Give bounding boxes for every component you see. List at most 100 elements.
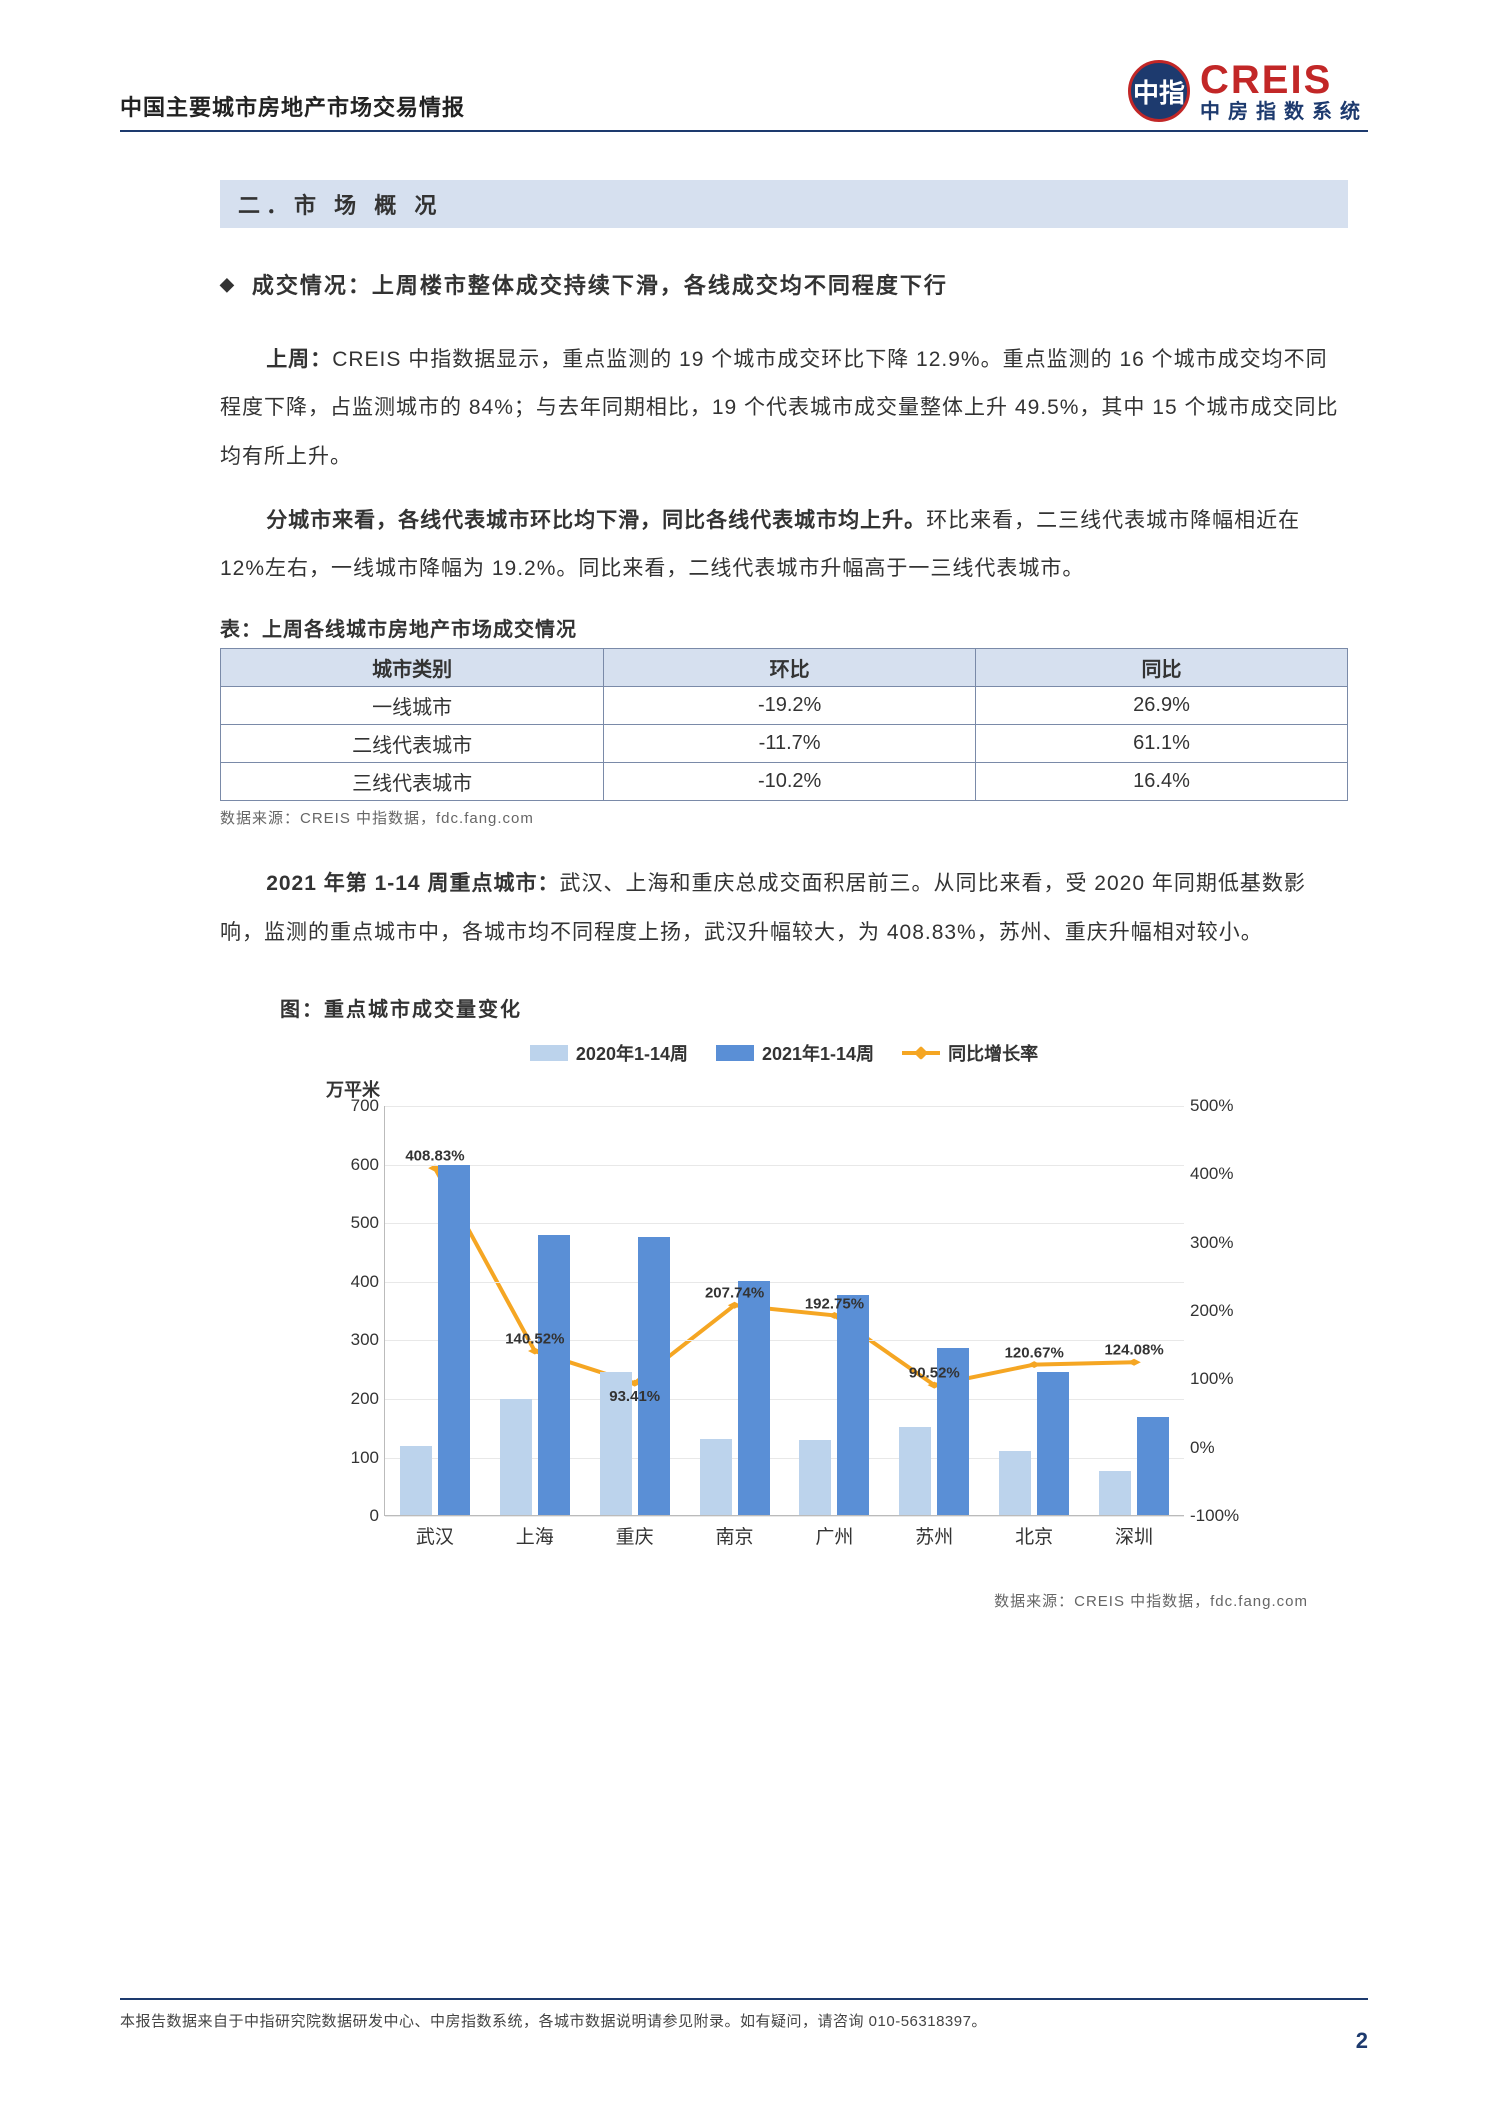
line-point-label: 207.74% — [705, 1285, 764, 1302]
table-row: 三线代表城市-10.2%16.4% — [221, 763, 1348, 801]
sub-heading-text: 成交情况：上周楼市整体成交持续下滑，各线成交均不同程度下行 — [252, 268, 948, 300]
line-point-label: 140.52% — [505, 1331, 564, 1348]
x-label: 武汉 — [416, 1522, 454, 1549]
gridline — [385, 1106, 1184, 1107]
bar-group — [400, 1165, 470, 1515]
table-cell: 26.9% — [976, 687, 1348, 725]
section-heading: 二．市 场 概 况 — [220, 180, 1348, 228]
bar-2021 — [1137, 1417, 1169, 1515]
table-cell: -19.2% — [604, 687, 976, 725]
legend-s1-swatch-icon — [530, 1045, 568, 1061]
th-category: 城市类别 — [221, 649, 604, 687]
bar-2020 — [799, 1440, 831, 1515]
page-header: 中国主要城市房地产市场交易情报 中指 CREIS 中房指数系统 — [120, 60, 1368, 132]
th-yoy: 同比 — [976, 649, 1348, 687]
line-point-label: 124.08% — [1104, 1342, 1163, 1359]
table-cell: 一线城市 — [221, 687, 604, 725]
p1-rest: CREIS 中指数据显示，重点监测的 19 个城市成交环比下降 12.9%。重点… — [220, 348, 1338, 468]
bar-group — [1099, 1417, 1169, 1515]
figure-title: 图：重点城市成交量变化 — [280, 993, 1348, 1022]
table-cell: 61.1% — [976, 725, 1348, 763]
x-label: 北京 — [1015, 1522, 1053, 1549]
logo-sub: 中房指数系统 — [1200, 102, 1368, 122]
line-point-label: 192.75% — [805, 1295, 864, 1312]
chart-container: 2020年1-14周 2021年1-14周 同比增长率 万平米 01002003… — [314, 1040, 1254, 1566]
y-tick-left: 700 — [335, 1096, 379, 1116]
x-label: 广州 — [815, 1522, 853, 1549]
x-label: 南京 — [716, 1522, 754, 1549]
y-tick-left: 500 — [335, 1213, 379, 1233]
y-axis-left-title: 万平米 — [326, 1076, 1254, 1102]
y-tick-left: 400 — [335, 1272, 379, 1292]
page-number: 2 — [1356, 2028, 1368, 2054]
plot-area: 0100200300400500600700-100%0%100%200%300… — [384, 1106, 1184, 1516]
gridline — [385, 1165, 1184, 1166]
table-cell: 三线代表城市 — [221, 763, 604, 801]
bar-2021 — [438, 1165, 470, 1515]
legend-s2: 2021年1-14周 — [716, 1040, 874, 1066]
legend-s2-swatch-icon — [716, 1045, 754, 1061]
p3-bold: 2021 年第 1-14 周重点城市： — [266, 872, 559, 895]
bar-2021 — [1037, 1372, 1069, 1516]
y-tick-left: 0 — [335, 1506, 379, 1526]
bar-2020 — [1099, 1471, 1131, 1515]
table-cell: 二线代表城市 — [221, 725, 604, 763]
table-cell: -10.2% — [604, 763, 976, 801]
y-tick-right: 300% — [1190, 1233, 1254, 1253]
chart: 0100200300400500600700-100%0%100%200%300… — [314, 1106, 1254, 1566]
bar-group — [799, 1295, 869, 1515]
city-tier-table: 城市类别 环比 同比 一线城市-19.2%26.9%二线代表城市-11.7%61… — [220, 648, 1348, 801]
th-mom: 环比 — [604, 649, 976, 687]
logo-main: CREIS — [1200, 60, 1368, 100]
chart-legend: 2020年1-14周 2021年1-14周 同比增长率 — [314, 1040, 1254, 1066]
y-tick-right: 0% — [1190, 1438, 1254, 1458]
table-row: 二线代表城市-11.7%61.1% — [221, 725, 1348, 763]
paragraph-2: 分城市来看，各线代表城市环比均下滑，同比各线代表城市均上升。环比来看，二三线代表… — [220, 497, 1348, 594]
y-tick-left: 600 — [335, 1155, 379, 1175]
table-cell: -11.7% — [604, 725, 976, 763]
x-label: 重庆 — [616, 1522, 654, 1549]
y-tick-left: 300 — [335, 1330, 379, 1350]
bar-2021 — [638, 1237, 670, 1515]
p1-bold: 上周： — [266, 348, 332, 371]
header-title: 中国主要城市房地产市场交易情报 — [120, 90, 465, 122]
x-label: 深圳 — [1115, 1522, 1153, 1549]
bar-2021 — [738, 1281, 770, 1515]
bar-2020 — [999, 1451, 1031, 1515]
gridline — [385, 1223, 1184, 1224]
table-source: 数据来源：CREIS 中指数据，fdc.fang.com — [220, 807, 1348, 828]
y-tick-right: -100% — [1190, 1506, 1254, 1526]
footer-text: 本报告数据来自于中指研究院数据研发中心、中房指数系统，各城市数据说明请参见附录。… — [120, 2010, 987, 2031]
bar-group — [700, 1281, 770, 1515]
bar-2020 — [400, 1446, 432, 1515]
logo-badge-icon: 中指 — [1128, 60, 1190, 122]
chart-source: 数据来源：CREIS 中指数据，fdc.fang.com — [220, 1590, 1308, 1611]
y-tick-right: 200% — [1190, 1301, 1254, 1321]
line-point-label: 408.83% — [405, 1148, 464, 1165]
table-cell: 16.4% — [976, 763, 1348, 801]
gridline — [385, 1516, 1184, 1517]
paragraph-3: 2021 年第 1-14 周重点城市：武汉、上海和重庆总成交面积居前三。从同比来… — [220, 860, 1348, 957]
bar-2020 — [899, 1427, 931, 1515]
y-tick-right: 400% — [1190, 1164, 1254, 1184]
sub-heading: ◆ 成交情况：上周楼市整体成交持续下滑，各线成交均不同程度下行 — [220, 268, 1348, 300]
x-label: 苏州 — [915, 1522, 953, 1549]
x-label: 上海 — [516, 1522, 554, 1549]
p2-bold: 分城市来看，各线代表城市环比均下滑，同比各线代表城市均上升。 — [266, 509, 926, 532]
content: 二．市 场 概 况 ◆ 成交情况：上周楼市整体成交持续下滑，各线成交均不同程度下… — [220, 180, 1348, 1611]
legend-line-label: 同比增长率 — [948, 1040, 1038, 1066]
bar-2021 — [538, 1235, 570, 1515]
bullet-diamond-icon: ◆ — [220, 274, 236, 295]
y-tick-left: 100 — [335, 1448, 379, 1468]
y-tick-left: 200 — [335, 1389, 379, 1409]
line-point-label: 93.41% — [609, 1388, 660, 1405]
line-point-label: 120.67% — [1005, 1344, 1064, 1361]
table-title: 表：上周各线城市房地产市场成交情况 — [220, 613, 1348, 642]
bar-group — [600, 1237, 670, 1515]
legend-s1-label: 2020年1-14周 — [576, 1040, 688, 1066]
bar-group — [500, 1235, 570, 1515]
bar-2021 — [837, 1295, 869, 1515]
y-tick-right: 100% — [1190, 1369, 1254, 1389]
bar-2020 — [500, 1399, 532, 1515]
brand-logo: 中指 CREIS 中房指数系统 — [1128, 60, 1368, 122]
